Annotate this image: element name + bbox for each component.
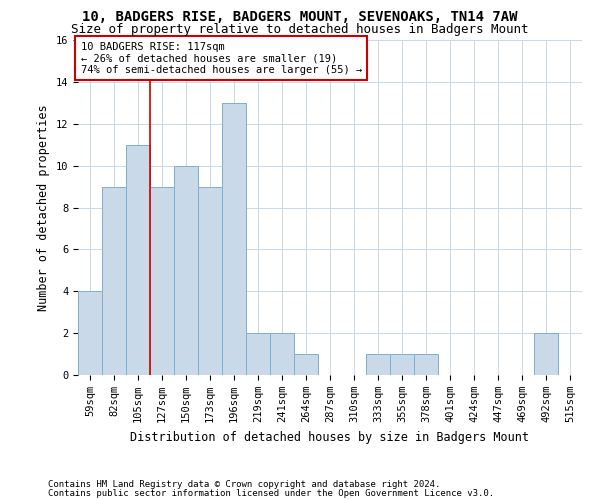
Bar: [390, 354, 414, 375]
Bar: [198, 186, 222, 375]
Bar: [150, 186, 174, 375]
Text: 10 BADGERS RISE: 117sqm
← 26% of detached houses are smaller (19)
74% of semi-de: 10 BADGERS RISE: 117sqm ← 26% of detache…: [80, 42, 362, 75]
Y-axis label: Number of detached properties: Number of detached properties: [37, 104, 50, 311]
Bar: [270, 333, 294, 375]
Bar: [246, 333, 270, 375]
Bar: [102, 186, 126, 375]
X-axis label: Distribution of detached houses by size in Badgers Mount: Distribution of detached houses by size …: [131, 430, 530, 444]
Text: Contains public sector information licensed under the Open Government Licence v3: Contains public sector information licen…: [48, 488, 494, 498]
Bar: [78, 291, 102, 375]
Text: Contains HM Land Registry data © Crown copyright and database right 2024.: Contains HM Land Registry data © Crown c…: [48, 480, 440, 489]
Bar: [222, 103, 246, 375]
Bar: [294, 354, 318, 375]
Bar: [174, 166, 198, 375]
Bar: [126, 144, 150, 375]
Text: Size of property relative to detached houses in Badgers Mount: Size of property relative to detached ho…: [71, 22, 529, 36]
Bar: [534, 333, 558, 375]
Bar: [414, 354, 438, 375]
Text: 10, BADGERS RISE, BADGERS MOUNT, SEVENOAKS, TN14 7AW: 10, BADGERS RISE, BADGERS MOUNT, SEVENOA…: [82, 10, 518, 24]
Bar: [366, 354, 390, 375]
